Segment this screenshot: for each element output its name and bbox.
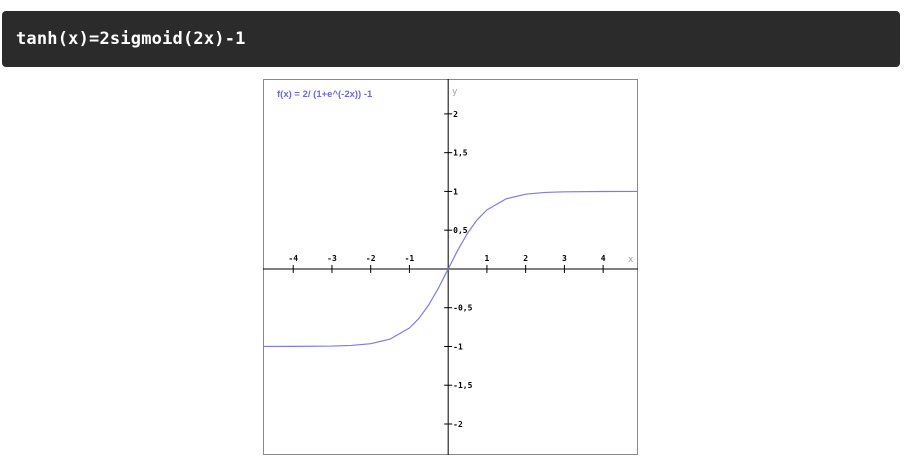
- code-banner: tanh(x)=2sigmoid(2x)-1: [2, 11, 900, 67]
- x-tick-label: -2: [366, 254, 376, 263]
- ticks-layer: -4 -3 -2 -1 1 2 3 4 2 1,5 1 0,5 -0,5 -1 -1,5 -2: [288, 110, 605, 429]
- x-tick-label: 3: [562, 254, 567, 263]
- x-tick-label: -1: [405, 254, 415, 263]
- y-tick-label: 0,5: [453, 226, 468, 235]
- x-tick-label: 1: [485, 254, 490, 263]
- y-tick-label: 2: [453, 110, 458, 119]
- y-tick-label: -1,5: [453, 381, 472, 390]
- y-tick-label: -0,5: [453, 304, 472, 313]
- y-tick-label: 1: [453, 187, 458, 196]
- plot-border: [263, 79, 638, 455]
- x-tick-label: 4: [601, 254, 606, 263]
- chart-title: f(x) = 2/ (1+e^(-2x)) -1: [277, 89, 373, 100]
- y-tick-label: -1: [453, 342, 463, 351]
- y-axis-name: y: [452, 87, 458, 97]
- curve-layer: [263, 190, 638, 348]
- code-text: tanh(x)=2sigmoid(2x)-1: [16, 29, 246, 49]
- axes-layer: [263, 79, 638, 455]
- tanh-curve: [263, 190, 638, 348]
- x-tick-label: -3: [327, 254, 337, 263]
- x-axis-name: x: [628, 255, 634, 265]
- y-tick-label: -2: [453, 420, 463, 429]
- x-tick-label: 2: [523, 254, 528, 263]
- tanh-plot: -4 -3 -2 -1 1 2 3 4 2 1,5 1 0,5 -0,5 -1 -1,5 -2 f(x) = …: [263, 79, 638, 455]
- plot-frame: -4 -3 -2 -1 1 2 3 4 2 1,5 1 0,5 -0,5 -1 -1,5 -2 f(x) = …: [263, 79, 638, 455]
- x-tick-label: -4: [288, 254, 298, 263]
- y-tick-label: 1,5: [453, 149, 468, 158]
